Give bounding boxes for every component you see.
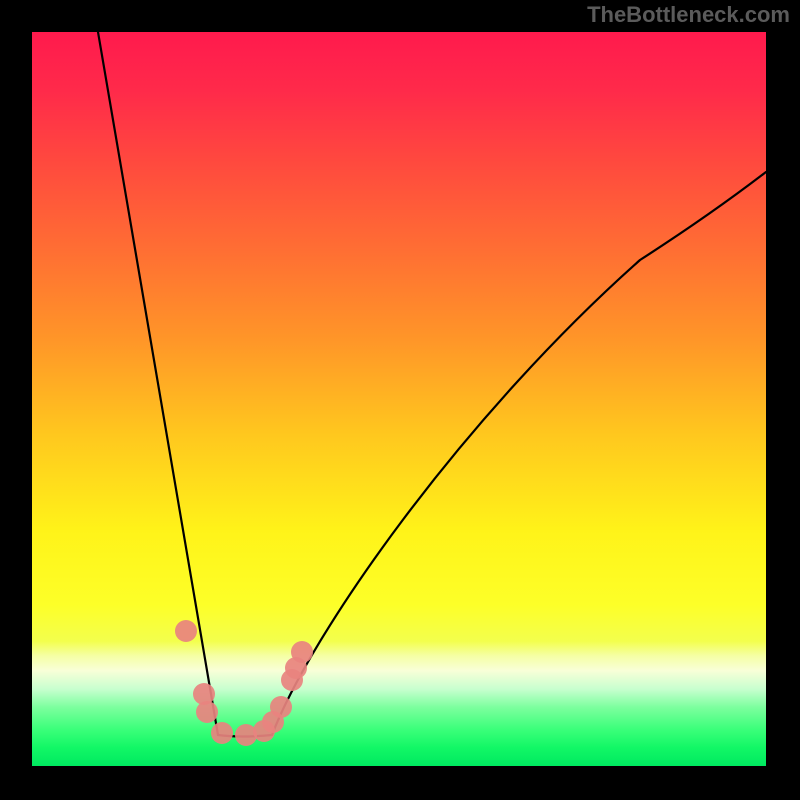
chart-background: [0, 0, 800, 800]
watermark-text: TheBottleneck.com: [587, 2, 790, 28]
chart-container: TheBottleneck.com: [0, 0, 800, 800]
